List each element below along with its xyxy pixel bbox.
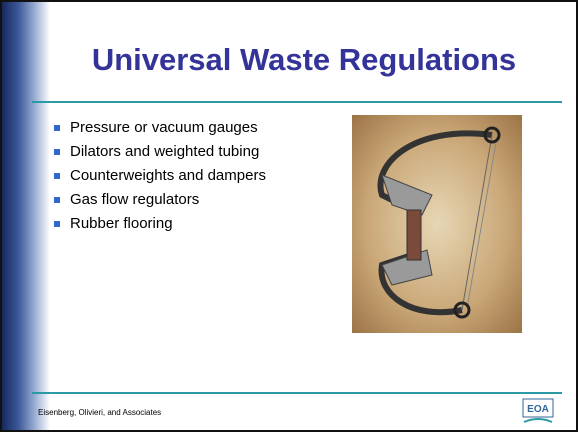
title-rule: [32, 101, 562, 103]
bullet-item: Dilators and weighted tubing: [54, 142, 266, 166]
bullet-item: Rubber flooring: [54, 214, 266, 238]
logo-text: EOA: [527, 404, 549, 415]
footer-text: Eisenberg, Olivieri, and Associates: [38, 408, 161, 417]
footer-rule: [32, 392, 562, 394]
slide: Universal Waste Regulations Pressure or …: [0, 0, 578, 432]
photo: [352, 115, 522, 333]
bullet-item: Gas flow regulators: [54, 190, 266, 214]
bullet-item: Counterweights and dampers: [54, 166, 266, 190]
logo: EOA: [522, 398, 554, 426]
title: Universal Waste Regulations: [42, 42, 566, 78]
bullet-item: Pressure or vacuum gauges: [54, 118, 266, 142]
